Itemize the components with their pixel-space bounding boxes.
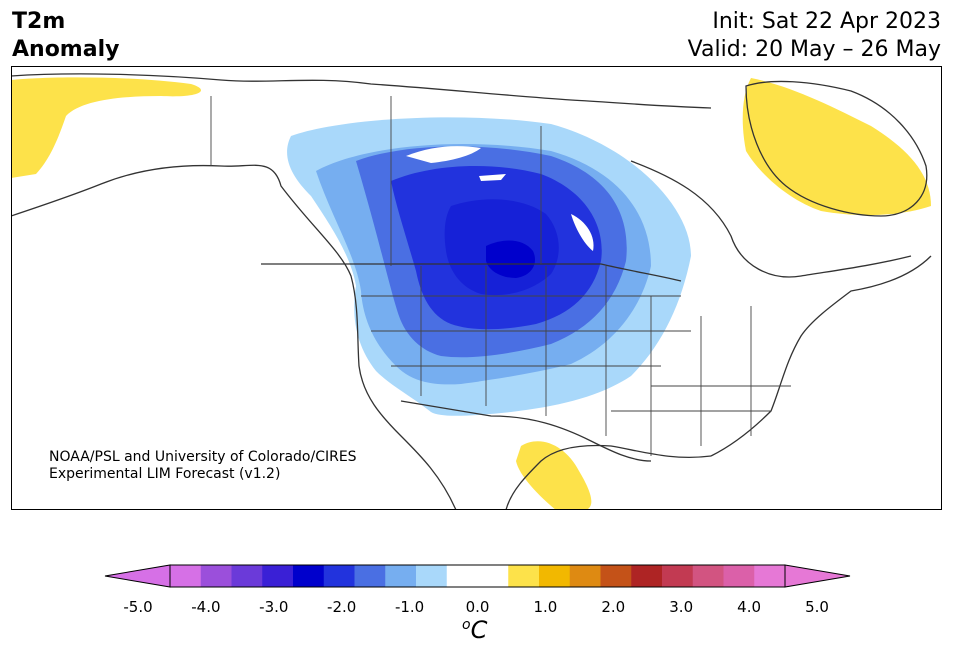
init-date: Init: Sat 22 Apr 2023 bbox=[712, 9, 941, 34]
colorbar-swatch bbox=[293, 565, 325, 587]
colorbar-swatch bbox=[416, 565, 448, 587]
coastline-east bbox=[710, 255, 932, 457]
coastline-west bbox=[11, 164, 457, 510]
colorbar-tick-label: 1.0 bbox=[533, 598, 558, 616]
coastline-hudson bbox=[630, 160, 912, 278]
colorbar-swatch bbox=[200, 565, 232, 587]
colorbar-tick-label: 4.0 bbox=[737, 598, 762, 616]
us-canada-border bbox=[260, 263, 682, 282]
colorbar-swatch bbox=[385, 565, 417, 587]
coastline-greenland bbox=[745, 80, 928, 217]
colorbar-tick-label: 2.0 bbox=[601, 598, 626, 616]
colorbar-swatch bbox=[323, 565, 355, 587]
map-title: T2m Anomaly bbox=[12, 8, 119, 64]
colorbar-swatch bbox=[662, 565, 694, 587]
colorbar-swatch bbox=[446, 565, 478, 587]
colorbar-unit: oC bbox=[462, 616, 487, 644]
colorbar-over-arrow bbox=[784, 564, 851, 588]
colorbar-swatch bbox=[723, 565, 755, 587]
colorbar-tick-label: 5.0 bbox=[805, 598, 829, 616]
unit-superscript: o bbox=[462, 617, 471, 633]
anomaly-region-alaska bbox=[11, 77, 201, 178]
colorbar-swatch bbox=[754, 565, 786, 587]
colorbar-tick-label: -5.0 bbox=[123, 598, 153, 616]
anomaly-region-greenland bbox=[742, 78, 931, 216]
colorbar-tick-label: -4.0 bbox=[191, 598, 221, 616]
forecast-dates: Init: Sat 22 Apr 2023 Valid: 20 May – 26… bbox=[688, 8, 941, 64]
colorbar-swatch bbox=[539, 565, 571, 587]
colorbar-swatch bbox=[231, 565, 263, 587]
title-line-1: T2m bbox=[12, 9, 66, 34]
us-mexico-border bbox=[400, 400, 652, 462]
colorbar-tick-label: -2.0 bbox=[327, 598, 357, 616]
valid-date: Valid: 20 May – 26 May bbox=[687, 37, 941, 62]
anomaly-region-mexico bbox=[516, 441, 592, 510]
colorbar bbox=[104, 564, 851, 588]
colorbar-swatch bbox=[600, 565, 632, 587]
credit-line-1: NOAA/PSL and University of Colorado/CIRE… bbox=[49, 449, 357, 465]
colorbar-frame bbox=[169, 564, 786, 588]
colorbar-tick-label: 3.0 bbox=[669, 598, 694, 616]
coastline-gulf bbox=[505, 444, 712, 510]
colorbar-swatch bbox=[170, 565, 202, 587]
colorbar-swatch bbox=[354, 565, 386, 587]
colorbar-under-arrow bbox=[104, 564, 171, 588]
unit-label: C bbox=[470, 616, 488, 644]
colorbar-tick-label: 0.0 bbox=[465, 598, 490, 616]
colorbar-swatch bbox=[631, 565, 663, 587]
colorbar-swatch bbox=[569, 565, 601, 587]
colorbar-swatch bbox=[262, 565, 294, 587]
credit-text: NOAA/PSL and University of Colorado/CIRE… bbox=[49, 449, 357, 483]
colorbar-tick-label: -1.0 bbox=[394, 598, 425, 616]
colorbar-tick-label: -3.0 bbox=[259, 598, 289, 616]
colorbar-swatch bbox=[692, 565, 724, 587]
credit-line-2: Experimental LIM Forecast (v1.2) bbox=[49, 466, 281, 482]
anomaly-map bbox=[11, 66, 942, 510]
coastline-arctic bbox=[11, 73, 712, 109]
colorbar-swatch bbox=[477, 565, 509, 587]
title-line-2: Anomaly bbox=[12, 37, 120, 62]
anomaly-contour-minus-3-0 bbox=[486, 240, 536, 278]
colorbar-swatch bbox=[508, 565, 540, 587]
